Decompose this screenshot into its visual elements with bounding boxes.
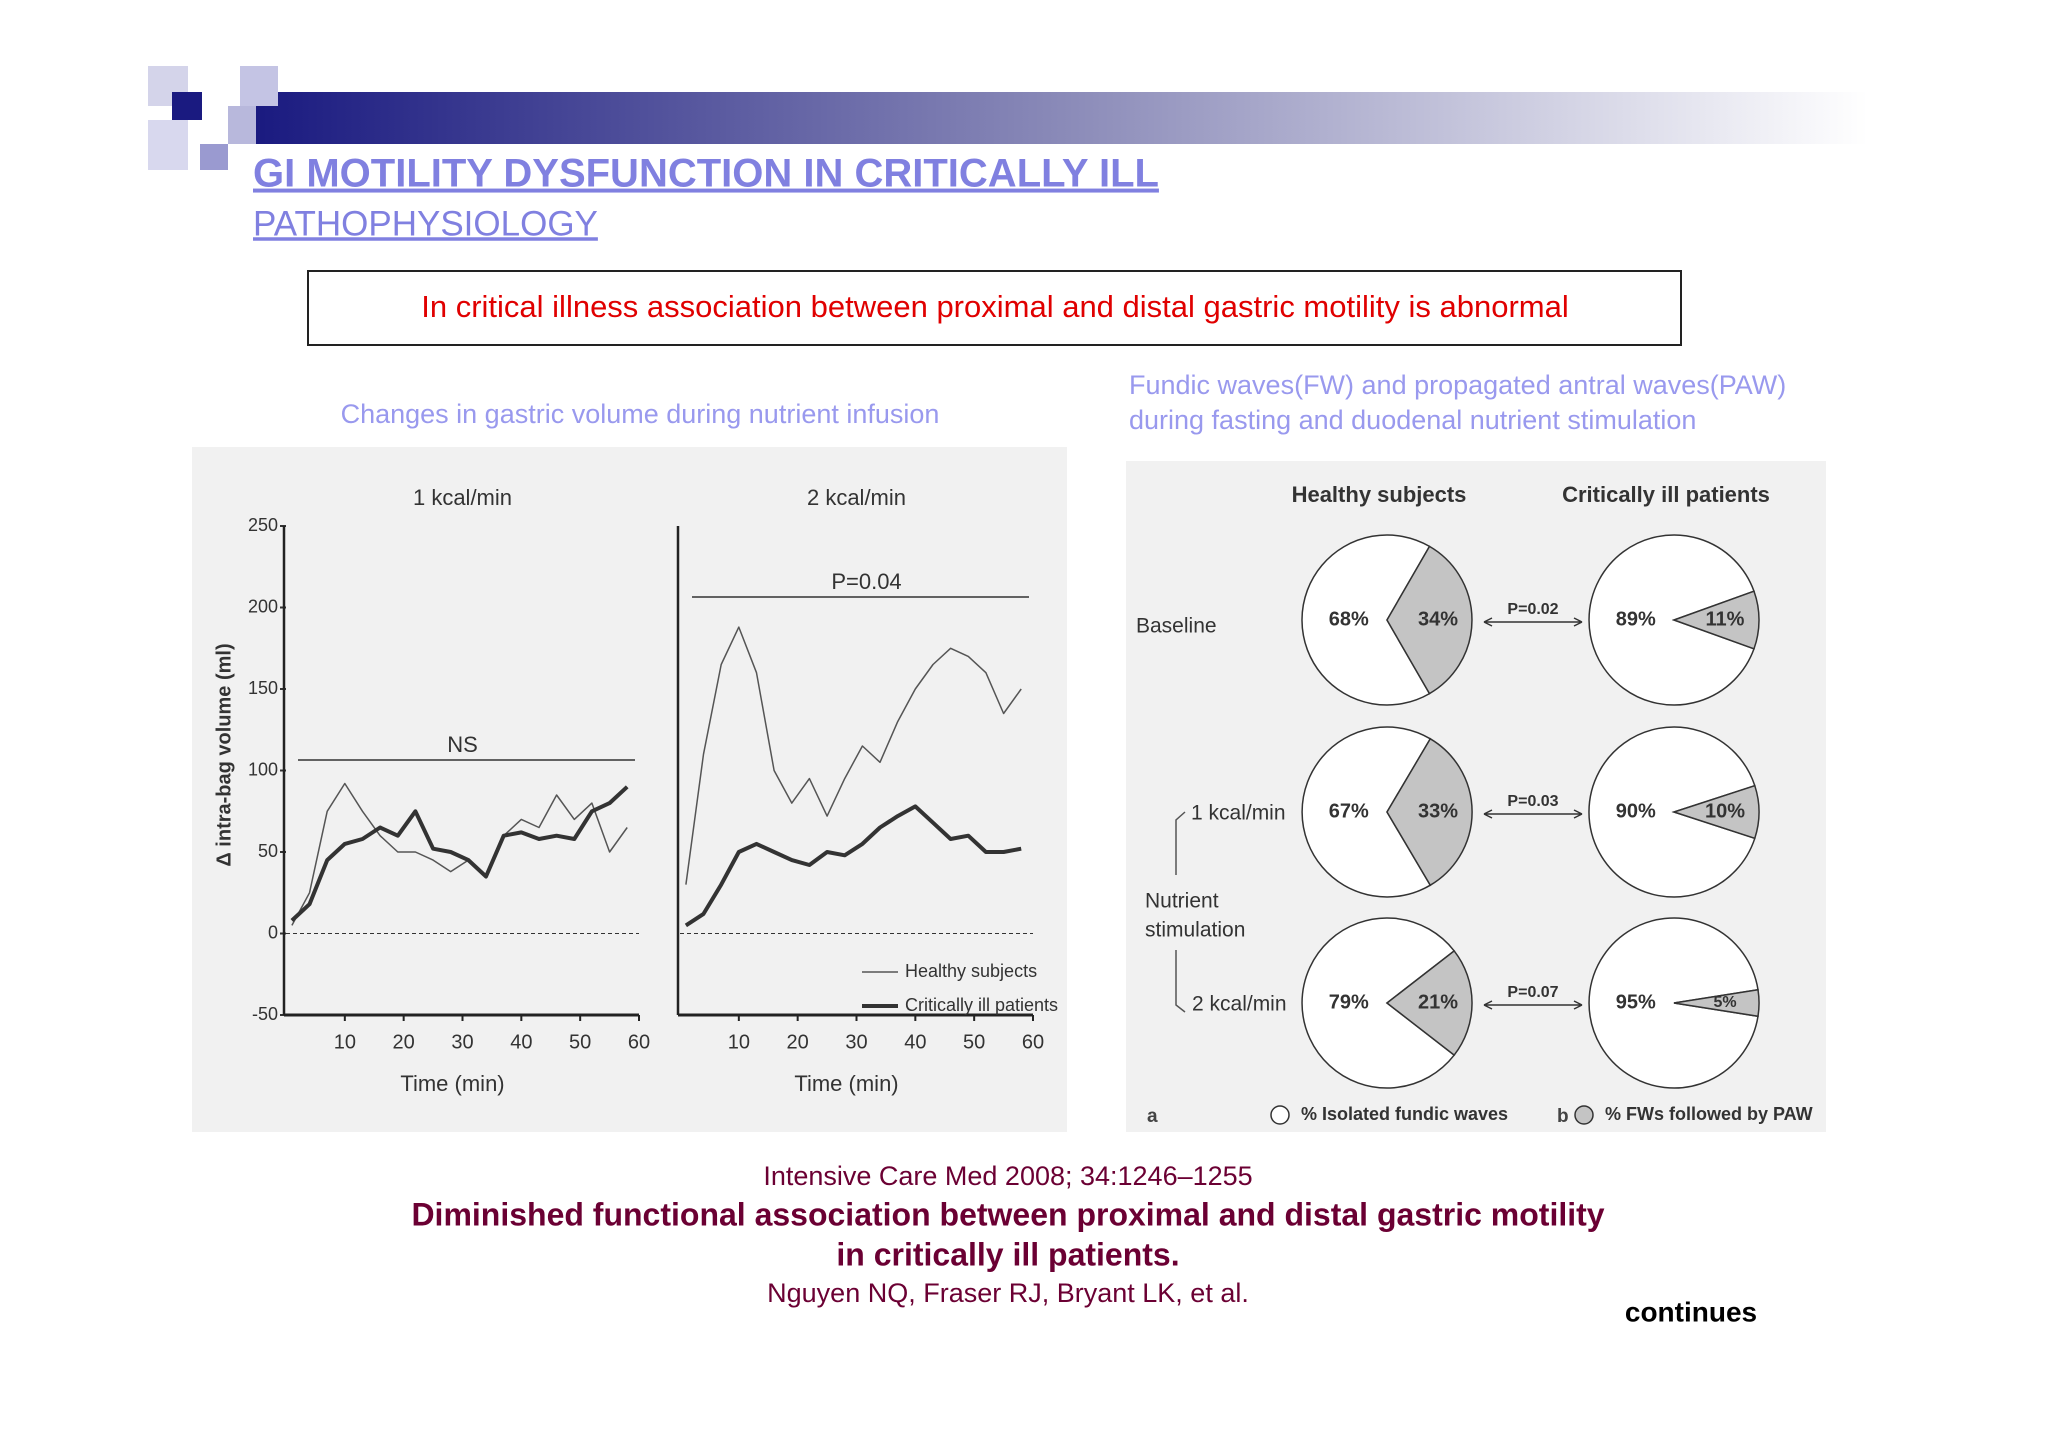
pie-slice bbox=[1386, 545, 1473, 695]
x-axis-label: Time (min) bbox=[400, 1071, 504, 1096]
panel-label: a bbox=[1147, 1106, 1158, 1127]
pie-slice bbox=[1301, 917, 1456, 1089]
value-label: 68% bbox=[1329, 608, 1369, 630]
series-line bbox=[685, 626, 1022, 885]
value-label: 33% bbox=[1418, 800, 1458, 822]
annotation: P=0.04 bbox=[831, 569, 901, 594]
x-tick-label: 20 bbox=[787, 1031, 809, 1053]
x-tick-label: 10 bbox=[334, 1031, 356, 1053]
arrow bbox=[1483, 617, 1583, 627]
y-tick-label: 0 bbox=[268, 922, 278, 942]
legend-label: % Isolated fundic waves bbox=[1301, 1104, 1508, 1124]
arrow bbox=[1483, 809, 1583, 819]
panel-title: 2 kcal/min bbox=[807, 485, 906, 510]
citation-title: Diminished functional association betwee… bbox=[411, 1196, 1604, 1232]
arrow bbox=[1483, 1000, 1583, 1010]
x-tick-label: 40 bbox=[510, 1031, 532, 1053]
callout-box bbox=[307, 270, 1682, 346]
x-tick-label: 20 bbox=[393, 1031, 415, 1053]
panel-title: 1 kcal/min bbox=[413, 485, 512, 510]
row-label: 2 kcal/min bbox=[1192, 993, 1287, 1016]
column-header: Healthy subjects bbox=[1292, 482, 1467, 507]
group-label: stimulation bbox=[1145, 919, 1245, 942]
value-label: 95% bbox=[1616, 991, 1656, 1013]
p-value: P=0.07 bbox=[1507, 984, 1558, 1001]
value-label: 90% bbox=[1616, 800, 1656, 822]
p-value: P=0.02 bbox=[1507, 601, 1558, 618]
series-line bbox=[291, 782, 628, 926]
row-label: 1 kcal/min bbox=[1191, 802, 1286, 825]
x-tick-label: 40 bbox=[904, 1031, 926, 1053]
pie-slice bbox=[1588, 534, 1755, 706]
chart-background bbox=[192, 447, 1067, 1132]
x-axis-label: Time (min) bbox=[794, 1071, 898, 1096]
panel-label: b bbox=[1557, 1106, 1569, 1127]
pie-slice bbox=[1671, 590, 1760, 650]
value-label: 11% bbox=[1706, 608, 1745, 630]
pie-slice bbox=[1671, 784, 1760, 840]
pie-slice bbox=[1301, 726, 1432, 898]
value-label: 89% bbox=[1616, 608, 1656, 630]
bracket bbox=[1175, 811, 1186, 1013]
chart-title: Changes in gastric volume during nutrien… bbox=[341, 399, 940, 429]
p-value: P=0.03 bbox=[1507, 793, 1558, 810]
value-label: 5% bbox=[1713, 994, 1736, 1011]
x-tick-label: 30 bbox=[451, 1031, 473, 1053]
y-axis-label: Δ intra-bag volume (ml) bbox=[213, 643, 235, 866]
value-label: 79% bbox=[1329, 991, 1369, 1013]
x-tick-label: 50 bbox=[569, 1031, 591, 1053]
pie-slice bbox=[1673, 988, 1760, 1018]
pie-slice bbox=[1385, 949, 1473, 1057]
value-label: 21% bbox=[1418, 991, 1458, 1013]
y-tick-label: 100 bbox=[248, 759, 278, 779]
legend-label: Healthy subjects bbox=[905, 961, 1037, 981]
y-tick-label: 50 bbox=[258, 841, 278, 861]
callout-text: In critical illness association between … bbox=[421, 289, 1568, 324]
x-tick-label: 60 bbox=[1022, 1031, 1044, 1053]
legend-label: % FWs followed by PAW bbox=[1605, 1104, 1813, 1124]
x-tick-label: 60 bbox=[628, 1031, 650, 1053]
series-line bbox=[684, 804, 1022, 928]
column-header: Critically ill patients bbox=[1562, 482, 1770, 507]
pie-slice bbox=[1301, 534, 1431, 706]
row-label: Baseline bbox=[1136, 615, 1217, 638]
x-tick-label: 10 bbox=[728, 1031, 750, 1053]
value-label: 67% bbox=[1329, 800, 1369, 822]
citation-journal: Intensive Care Med 2008; 34:1246–1255 bbox=[763, 1161, 1252, 1191]
y-tick-label: 200 bbox=[248, 596, 278, 616]
subtitle: PATHOPHYSIOLOGY bbox=[253, 204, 598, 243]
pie-slice bbox=[1588, 917, 1759, 1089]
annotation: NS bbox=[447, 732, 478, 757]
legend-label: Critically ill patients bbox=[905, 995, 1058, 1015]
title: GI MOTILITY DYSFUNCTION IN CRITICALLY IL… bbox=[253, 152, 1159, 196]
footer-note: continues bbox=[1625, 1296, 1757, 1327]
series-line bbox=[290, 785, 629, 922]
chart-title: Fundic waves(FW) and propagated antral w… bbox=[1129, 370, 1786, 400]
group-label: Nutrient bbox=[1145, 890, 1219, 913]
header-decoration bbox=[148, 66, 1868, 170]
value-label: 10% bbox=[1705, 800, 1745, 822]
y-tick-label: 150 bbox=[248, 678, 278, 698]
x-tick-label: 50 bbox=[963, 1031, 985, 1053]
x-tick-label: 30 bbox=[845, 1031, 867, 1053]
chart-subtitle: during fasting and duodenal nutrient sti… bbox=[1129, 405, 1696, 435]
citation-title: in critically ill patients. bbox=[836, 1236, 1179, 1272]
citation-authors: Nguyen NQ, Fraser RJ, Bryant LK, et al. bbox=[767, 1278, 1249, 1308]
legend-swatch bbox=[1270, 1105, 1290, 1125]
value-label: 34% bbox=[1418, 608, 1458, 630]
y-tick-label: 250 bbox=[248, 515, 278, 535]
pie-slice bbox=[1386, 737, 1473, 887]
y-tick-label: -50 bbox=[252, 1004, 278, 1024]
legend-swatch bbox=[1574, 1105, 1594, 1125]
